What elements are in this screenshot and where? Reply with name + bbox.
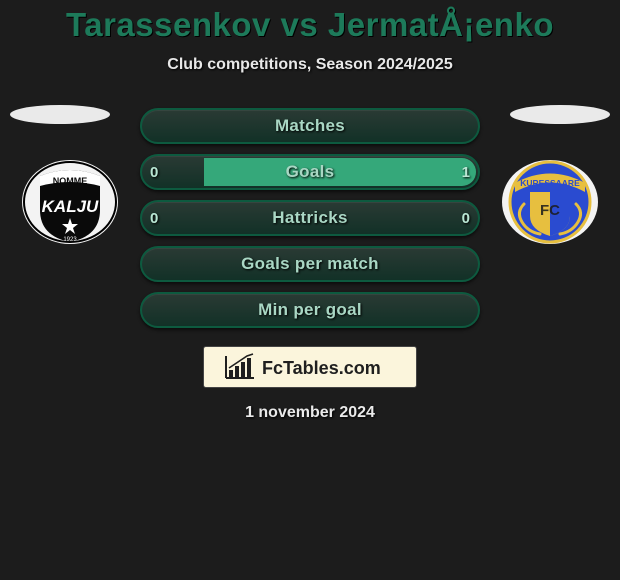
stat-row-goals: Goals0 1 <box>140 154 480 190</box>
brand-text-suffix: Tables.com <box>283 358 381 378</box>
brand-chart-icon <box>226 354 254 378</box>
stat-label: Goals <box>142 156 478 188</box>
page-title: Tarassenkov vs JermatÅ¡enko <box>0 6 620 44</box>
stat-row-matches: Matches <box>140 108 480 144</box>
stat-row-min-per-goal: Min per goal <box>140 292 480 328</box>
stat-row-hattricks: Hattricks0 0 <box>140 200 480 236</box>
comparison-area: NOMME KALJU 1923 KURESSAARE FC <box>0 108 620 422</box>
svg-text:1923: 1923 <box>63 237 77 243</box>
stat-value-right: 1 <box>440 156 470 188</box>
brand-card: FcTables.com <box>203 346 417 388</box>
stat-value-right: 0 <box>440 202 470 234</box>
stat-label: Hattricks <box>142 202 478 234</box>
stat-row-goals-per-match: Goals per match <box>140 246 480 282</box>
svg-text:FC: FC <box>540 202 560 219</box>
stat-label: Min per goal <box>142 294 478 326</box>
svg-text:FcTables.com: FcTables.com <box>262 358 381 378</box>
right-team-crest: KURESSAARE FC <box>500 158 600 246</box>
svg-text:KALJU: KALJU <box>42 197 99 216</box>
svg-text:NOMME: NOMME <box>53 176 88 186</box>
stat-label: Goals per match <box>142 248 478 280</box>
stat-label: Matches <box>142 110 478 142</box>
stat-value-left: 0 <box>150 156 180 188</box>
left-team-crest: NOMME KALJU 1923 <box>20 158 120 246</box>
left-team-slot <box>10 105 110 124</box>
svg-text:KURESSAARE: KURESSAARE <box>520 178 580 188</box>
brand-text-prefix: Fc <box>262 358 283 378</box>
stat-list: MatchesGoals01Hattricks00Goals per match… <box>140 108 480 328</box>
stat-value-left: 0 <box>150 202 180 234</box>
footer-date: 1 november 2024 <box>0 404 620 422</box>
right-team-slot <box>510 105 610 124</box>
subtitle: Club competitions, Season 2024/2025 <box>0 56 620 74</box>
